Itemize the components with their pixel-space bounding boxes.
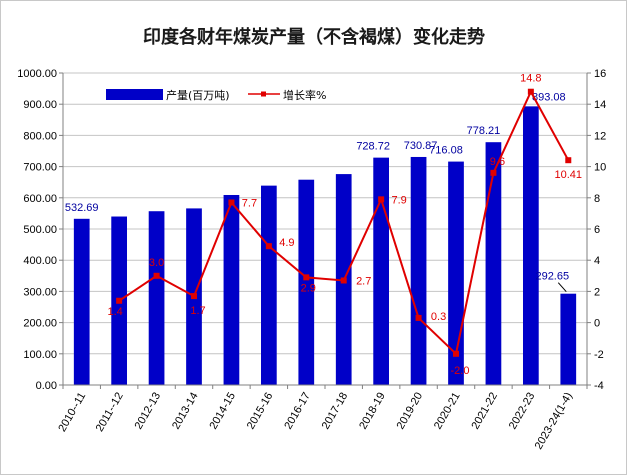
x-tick-label: 2021-22 [469, 391, 500, 432]
bar [410, 156, 427, 385]
bar-label-leader [557, 282, 567, 293]
x-tick-label: 2019-20 [395, 391, 426, 432]
line-data-label: 1.4 [107, 306, 122, 318]
line-point [527, 88, 534, 95]
legend-line-label: 增长率% [283, 88, 326, 102]
right-tick-label: 4 [594, 255, 600, 267]
x-tick-label: 2010--11 [56, 391, 88, 434]
bar [373, 157, 390, 385]
x-tick-label: 2017-18 [320, 391, 351, 432]
line-point [303, 274, 310, 281]
line-data-label: 9.6 [490, 156, 505, 168]
x-tick-label: 2016-17 [282, 391, 313, 432]
right-tick-label: 12 [594, 130, 606, 142]
left-tick-label: 100.00 [23, 349, 57, 361]
bar-data-label: 716.08 [429, 145, 463, 157]
x-tick-label: 2015-16 [245, 391, 276, 432]
bar [485, 142, 502, 385]
right-tick-label: 16 [594, 68, 606, 80]
line-point [453, 350, 459, 357]
left-tick-label: 1000.00 [17, 68, 57, 80]
right-tick-label: 10 [594, 162, 606, 174]
line-data-label: 0.3 [431, 311, 446, 323]
legend: 产量(百万吨) 增长率% [106, 88, 326, 102]
right-tick-label: 8 [594, 193, 600, 205]
left-tick-label: 900.00 [23, 99, 57, 111]
left-tick-label: 500.00 [23, 224, 57, 236]
line-point [153, 272, 160, 279]
line-data-label: 3.0 [149, 257, 164, 269]
right-tick-label: 0 [594, 318, 600, 330]
bar [560, 293, 577, 385]
legend-bar-label: 产量(百万吨) [166, 88, 230, 102]
bar-data-label: 730.87 [404, 140, 438, 152]
line-series: 1.4 3.0 1.7 7.7 4.9 2.9 2.7 7.9 0.3 -2.0 9.6 14.8 10… [107, 73, 582, 377]
line-data-label: 1.7 [190, 305, 205, 317]
line-point [265, 243, 272, 250]
right-tick-label: -2 [594, 349, 604, 361]
line-point [116, 297, 123, 304]
left-tick-label: 0.00 [36, 380, 57, 392]
right-tick-label: 2 [594, 286, 600, 298]
line-point [415, 314, 422, 321]
left-tick-label: 700.00 [23, 162, 57, 174]
bar-data-label: 893.08 [532, 91, 566, 103]
right-tick-label: 14 [594, 99, 606, 111]
bar [522, 106, 539, 385]
line-data-label: -2.0 [451, 365, 470, 377]
legend-line-marker [261, 91, 266, 97]
left-tick-label: 200.00 [23, 318, 57, 330]
left-tick-label: 400.00 [23, 255, 57, 267]
x-tick-label: 2011--12 [94, 391, 126, 434]
legend-bar-swatch [106, 89, 163, 100]
line-data-label: 7.7 [242, 197, 257, 209]
bar-data-label: 778.21 [467, 125, 501, 137]
x-tick-label: 2014-15 [207, 391, 238, 432]
line-data-label: 10.41 [555, 169, 583, 181]
x-tick-label: 2013-14 [170, 391, 201, 432]
line-data-label: 14.8 [520, 73, 541, 85]
bar-data-label: 532.69 [65, 202, 99, 214]
bar [298, 179, 315, 385]
line-data-label: 7.9 [391, 194, 406, 206]
bar [260, 185, 277, 385]
bar-data-label: 728.72 [356, 141, 390, 153]
chart-title: 印度各财年煤炭产量（不含褐煤）变化走势 [143, 26, 485, 48]
line-data-label: 4.9 [279, 237, 294, 249]
x-tick-label: 2018-19 [357, 391, 388, 432]
x-tick-label: 2022-23 [507, 391, 538, 432]
x-tick-label: 2012-13 [133, 391, 164, 432]
line-point [565, 157, 572, 164]
line-point [378, 196, 385, 203]
line-data-label: 2.7 [356, 275, 371, 287]
bar [448, 161, 464, 385]
left-tick-label: 800.00 [23, 130, 57, 142]
x-tick-label: 2023-24(1-4) [533, 391, 575, 452]
line-point [340, 277, 347, 284]
left-tick-label: 600.00 [23, 193, 57, 205]
right-tick-label: -4 [594, 380, 604, 392]
left-tick-label: 300.00 [23, 286, 57, 298]
gridlines [63, 72, 587, 386]
x-tick-label: 2020-21 [432, 391, 463, 432]
bar [73, 218, 90, 385]
line-point [228, 199, 235, 206]
bar-data-label: 292.65 [535, 271, 569, 283]
line-data-label: 2.9 [301, 282, 316, 294]
line-point [191, 293, 197, 300]
right-tick-label: 6 [594, 224, 600, 236]
bar [223, 194, 240, 385]
line-point [490, 169, 497, 176]
bar [148, 211, 165, 385]
